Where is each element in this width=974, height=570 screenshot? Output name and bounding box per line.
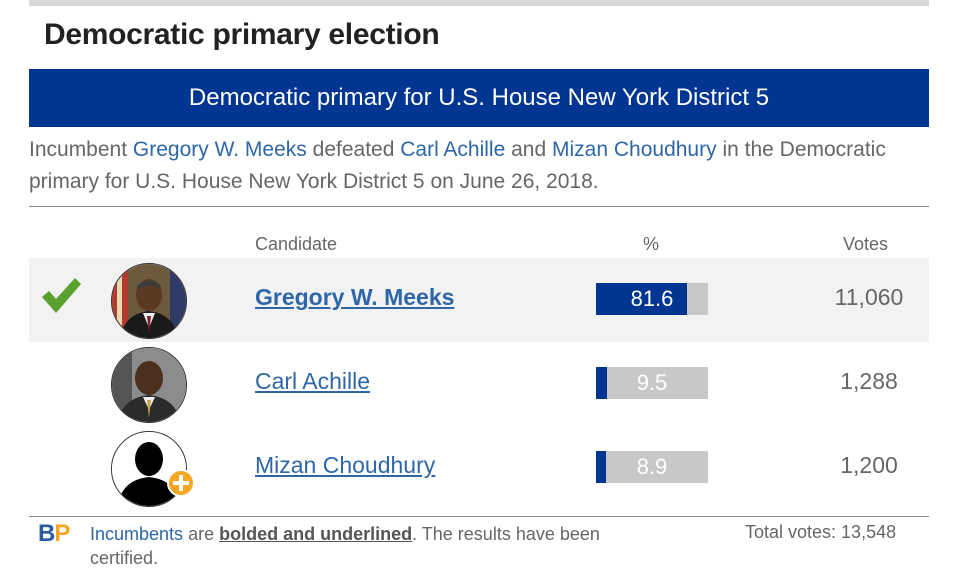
candidate-name-link[interactable]: Mizan Choudhury: [255, 452, 436, 478]
green-check-icon: [39, 275, 83, 320]
ballotpedia-logo: BP: [38, 520, 70, 548]
header-votes: Votes: [843, 234, 889, 254]
candidate-photo: [111, 263, 187, 339]
percent-bar: 9.5: [596, 367, 708, 399]
top-rule: [29, 0, 929, 6]
footnote: Incumbents are bolded and underlined. Th…: [90, 522, 670, 570]
opponent-link-choudhury[interactable]: Mizan Choudhury: [552, 138, 717, 161]
percent-value: 81.6: [630, 286, 674, 311]
header-percent: %: [643, 234, 660, 254]
vote-count: 11,060: [834, 284, 904, 310]
percent-value: 8.9: [636, 454, 668, 479]
summary-and: and: [511, 138, 547, 161]
race-summary: Incumbent Gregory W. Meeks defeated Carl…: [29, 134, 934, 198]
percent-value: 9.5: [636, 370, 668, 395]
footnote-bolded: bolded and underlined: [219, 524, 413, 544]
percent-bar: 8.9: [596, 451, 708, 483]
section-title: Democratic primary election: [44, 18, 440, 51]
logo-letter-p: P: [54, 520, 70, 547]
summary-defeated: defeated: [312, 138, 395, 161]
table-row: Mizan Choudhury 8.9 1,200: [29, 426, 929, 510]
vote-count: 1,200: [840, 452, 898, 478]
total-votes: Total votes: 13,548: [745, 522, 897, 542]
opponent-link-achille[interactable]: Carl Achille: [400, 138, 506, 161]
table-row: Carl Achille 9.5 1,288: [29, 342, 929, 426]
winner-link[interactable]: Gregory W. Meeks: [132, 138, 307, 161]
percent-bar: 81.6: [596, 283, 708, 315]
summary-prefix: Incumbent: [29, 138, 128, 161]
percent-bar-fill: [596, 283, 688, 315]
divider: [29, 206, 929, 207]
candidate-name-link[interactable]: Gregory W. Meeks: [255, 284, 455, 310]
race-banner: Democratic primary for U.S. House New Yo…: [29, 69, 929, 127]
percent-bar-fill: [596, 367, 607, 399]
divider: [29, 516, 929, 517]
table-row: Gregory W. Meeks 81.6 11,060: [29, 258, 929, 342]
header-candidate: Candidate: [255, 234, 338, 254]
footnote-rest: . The results have been certified.: [90, 524, 600, 568]
vote-count: 1,288: [840, 368, 898, 394]
summary-suffix: in the Democratic primary for U.S. House…: [29, 138, 886, 193]
incumbents-link[interactable]: Incumbents: [90, 524, 184, 544]
footnote-are: are: [188, 524, 215, 544]
candidate-name-link[interactable]: Carl Achille: [255, 368, 371, 394]
plus-badge-icon: [167, 469, 195, 502]
percent-bar-fill: [596, 451, 606, 483]
logo-letter-b: B: [38, 520, 55, 547]
candidate-photo: [111, 347, 187, 423]
